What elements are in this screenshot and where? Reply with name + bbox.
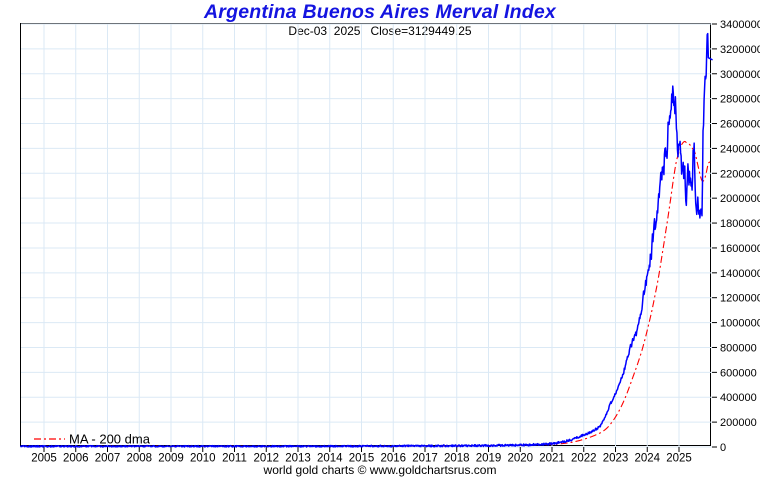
svg-text:1200000: 1200000 xyxy=(720,293,760,305)
svg-text:0: 0 xyxy=(720,442,726,454)
svg-text:3400000: 3400000 xyxy=(720,19,760,31)
svg-text:1000000: 1000000 xyxy=(720,318,760,330)
svg-text:1800000: 1800000 xyxy=(720,218,760,230)
svg-text:2800000: 2800000 xyxy=(720,94,760,106)
svg-text:400000: 400000 xyxy=(720,392,757,404)
svg-text:2400000: 2400000 xyxy=(720,143,760,155)
svg-text:1600000: 1600000 xyxy=(720,243,760,255)
svg-text:MA - 200 dma: MA - 200 dma xyxy=(69,432,151,447)
svg-text:2000000: 2000000 xyxy=(720,193,760,205)
svg-text:3200000: 3200000 xyxy=(720,44,760,56)
svg-text:600000: 600000 xyxy=(720,367,757,379)
svg-text:1400000: 1400000 xyxy=(720,268,760,280)
svg-text:2200000: 2200000 xyxy=(720,168,760,180)
svg-text:2600000: 2600000 xyxy=(720,119,760,131)
svg-text:800000: 800000 xyxy=(720,342,757,354)
svg-text:200000: 200000 xyxy=(720,417,757,429)
svg-text:3000000: 3000000 xyxy=(720,69,760,81)
